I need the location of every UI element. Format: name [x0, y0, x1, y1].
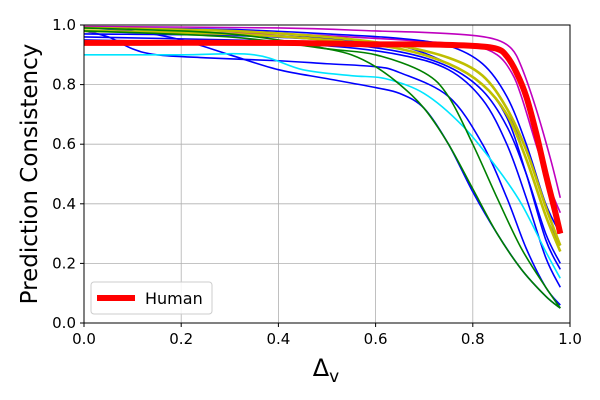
y-tick-label: 0.2: [52, 254, 76, 272]
series-line-model-blue-1: [83, 27, 561, 234]
series-line-model-green-1: [83, 27, 561, 309]
y-tick-label: 1.0: [52, 16, 76, 34]
y-tick-label: 0.8: [52, 76, 76, 94]
legend: Human: [90, 281, 213, 315]
series-line-model-blue-2: [83, 33, 561, 246]
legend-box: [90, 281, 213, 315]
series-line-model-olive-1: [83, 26, 562, 246]
x-tick-label: 0.2: [169, 330, 193, 348]
axis-ticks: 0.0 0.2 0.4 0.6 0.8 1.0 0.0 0.2 0.4 0.6 0.8 1.0: [52, 16, 582, 348]
y-axis-label: Prediction Consistency: [17, 44, 43, 305]
series-line-human: [83, 39, 564, 235]
x-axis-label-main: Δ: [313, 354, 330, 382]
x-tick-label: 0.6: [364, 330, 388, 348]
plot-frame: [83, 24, 571, 324]
series-line-model-green-2: [83, 30, 561, 309]
x-tick-label: 0.8: [461, 330, 485, 348]
x-tick-label: 1.0: [558, 330, 582, 348]
series-line-model-magenta-2: [83, 30, 562, 214]
y-tick-label: 0.0: [52, 314, 76, 332]
x-tick-label: 0.4: [266, 330, 290, 348]
series-layer: [83, 25, 564, 309]
series-line-model-cyan: [84, 52, 561, 279]
y-tick-label: 0.4: [52, 195, 76, 213]
legend-label-human: Human: [145, 289, 203, 308]
series-line-model-magenta-1: [83, 25, 562, 199]
x-axis-label-subscript: v: [329, 367, 339, 387]
y-tick-label: 0.6: [52, 135, 76, 153]
x-axis-label: Δv: [313, 354, 339, 387]
series-line-model-blue-4: [83, 30, 561, 270]
x-tick-label: 0.0: [72, 330, 96, 348]
